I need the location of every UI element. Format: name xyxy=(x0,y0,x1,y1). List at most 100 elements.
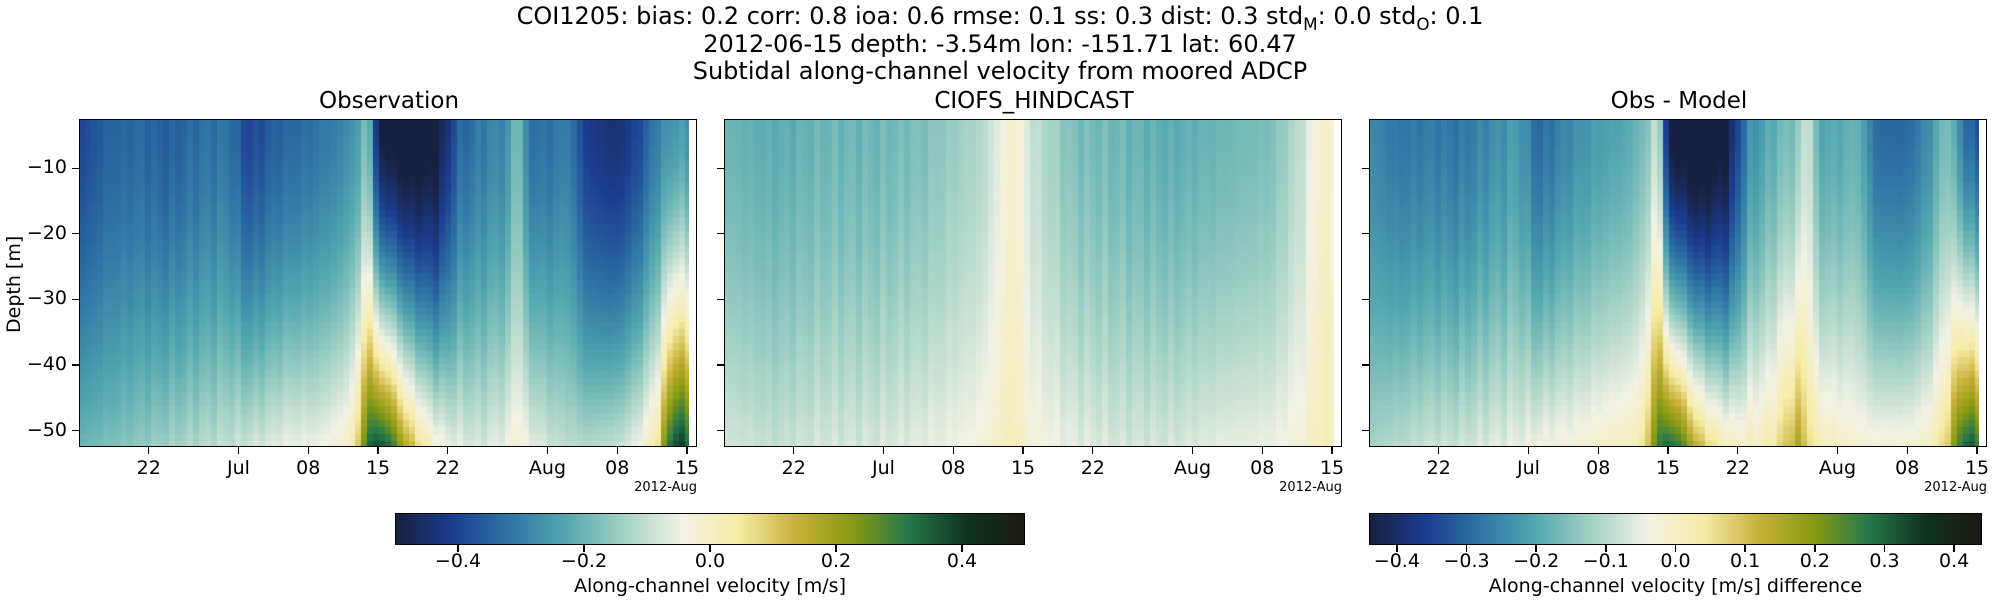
y-tick-mark xyxy=(72,298,79,301)
colorbar-tick-label: −0.2 xyxy=(1513,550,1560,572)
y-tick-label: −50 xyxy=(26,418,67,441)
x-tick-mark xyxy=(1906,447,1908,454)
x-tick-mark xyxy=(1022,447,1024,454)
x-tick-label: 22 xyxy=(1725,457,1750,479)
colorbar-tick-label: 0.1 xyxy=(1730,550,1761,572)
colorbar-tick-mark xyxy=(1883,545,1886,552)
x-tick-mark xyxy=(1438,447,1440,454)
x-tick-label: Aug xyxy=(528,457,567,479)
colorbar-velocity xyxy=(395,513,1025,545)
colorbar-tick-mark xyxy=(1953,545,1955,552)
figure-subtitle: Subtidal along-channel velocity from moo… xyxy=(692,57,1308,85)
colorbar-tick-mark xyxy=(1605,545,1607,552)
y-tick-mark xyxy=(72,429,79,432)
x-tick-mark xyxy=(1836,447,1839,454)
x-tick-label: 22 xyxy=(781,457,806,479)
panel-title-observation: Observation xyxy=(318,88,460,114)
colorbar-tick-label: 0.2 xyxy=(820,550,852,572)
colorbar-tick-mark xyxy=(709,545,711,552)
main-title: COI1205: bias: 0.2 corr: 0.8 ioa: 0.6 rm… xyxy=(0,2,2000,38)
x-tick-mark xyxy=(1331,447,1333,454)
x-tick-label: Jul xyxy=(872,457,895,479)
colorbar-tick-label: −0.3 xyxy=(1443,550,1490,572)
colorbar-tick-mark xyxy=(583,545,585,552)
x-tick-label: 22 xyxy=(136,457,161,479)
x-tick-label: 08 xyxy=(1586,457,1611,479)
x-offset-label: 2012-Aug xyxy=(1279,480,1342,495)
y-tick-mark xyxy=(72,364,79,366)
colorbar-tick-mark xyxy=(961,545,963,552)
colorbar-tick-label: −0.1 xyxy=(1582,550,1629,572)
colorbar-difference-label: Along-channel velocity [m/s] difference xyxy=(1488,575,1863,597)
x-tick-mark xyxy=(793,447,795,454)
x-tick-mark xyxy=(952,447,954,454)
colorbar-tick-mark xyxy=(457,545,459,552)
colorbar-tick-label: 0.0 xyxy=(694,550,726,572)
x-tick-mark xyxy=(237,447,240,454)
colorbar-tick-label: 0.4 xyxy=(946,550,978,572)
panel-title-difference: Obs - Model xyxy=(1610,88,1748,114)
x-tick-label: 15 xyxy=(1010,457,1036,479)
y-axis-label: Depth [m] xyxy=(3,235,25,333)
colorbar-tick-label: −0.4 xyxy=(1373,550,1420,572)
y-tick-mark xyxy=(717,167,724,169)
metrics-sub-m: M xyxy=(1303,13,1318,34)
colorbar-difference xyxy=(1369,513,1982,545)
x-tick-label: Aug xyxy=(1818,457,1857,479)
colorbar-tick-label: −0.4 xyxy=(434,550,482,572)
colorbar-velocity-label: Along-channel velocity [m/s] xyxy=(573,575,846,597)
colorbar-tick-label: −0.2 xyxy=(560,550,608,572)
colorbar-tick-mark xyxy=(1396,545,1398,552)
metrics-sub-o: O xyxy=(1416,13,1430,34)
heatmap-model xyxy=(724,119,1334,447)
y-tick-mark xyxy=(1362,233,1369,235)
x-tick-label: Jul xyxy=(1517,457,1540,479)
x-tick-mark xyxy=(1667,447,1669,454)
colorbar-tick-label: 0.3 xyxy=(1869,550,1900,572)
x-tick-label: 08 xyxy=(941,457,966,479)
x-tick-mark xyxy=(1261,447,1263,454)
x-tick-label: Jul xyxy=(227,457,250,479)
colorbar-tick-label: 0.2 xyxy=(1799,550,1830,572)
x-tick-label: 15 xyxy=(674,457,700,479)
colorbar-tick-label: 0.0 xyxy=(1660,550,1691,572)
y-tick-mark xyxy=(717,298,724,301)
x-tick-mark xyxy=(1597,447,1599,454)
station-subtitle: 2012-06-15 depth: -3.54m lon: -151.71 la… xyxy=(703,30,1297,58)
y-tick-mark xyxy=(1362,167,1369,169)
x-tick-mark xyxy=(447,447,449,454)
heatmap-difference xyxy=(1369,119,1979,447)
colorbar-tick-mark xyxy=(835,545,837,552)
x-tick-label: 22 xyxy=(1080,457,1105,479)
x-tick-mark xyxy=(1976,447,1978,454)
x-tick-label: Aug xyxy=(1173,457,1212,479)
x-tick-mark xyxy=(377,447,379,454)
x-tick-label: 08 xyxy=(1250,457,1275,479)
x-tick-mark xyxy=(882,447,885,454)
x-offset-label: 2012-Aug xyxy=(1924,480,1987,495)
x-tick-mark xyxy=(616,447,618,454)
x-tick-label: 08 xyxy=(296,457,321,479)
x-tick-mark xyxy=(1527,447,1530,454)
x-tick-mark xyxy=(148,447,150,454)
metrics-text-b: : 0.0 std xyxy=(1317,2,1417,30)
x-tick-label: 08 xyxy=(1895,457,1920,479)
x-tick-mark xyxy=(1092,447,1094,454)
y-tick-mark xyxy=(717,364,724,366)
y-tick-label: −20 xyxy=(26,221,67,244)
y-tick-mark xyxy=(717,233,724,235)
y-tick-mark xyxy=(717,429,724,432)
y-tick-mark xyxy=(1362,364,1369,366)
x-tick-label: 15 xyxy=(365,457,391,479)
y-tick-mark xyxy=(72,167,79,169)
x-tick-mark xyxy=(546,447,549,454)
x-tick-mark xyxy=(1191,447,1194,454)
x-tick-label: 15 xyxy=(1655,457,1681,479)
y-tick-label: −30 xyxy=(26,287,67,310)
x-tick-mark xyxy=(307,447,309,454)
colorbar-tick-label: 0.4 xyxy=(1939,550,1970,572)
metrics-text-c: : 0.1 xyxy=(1429,2,1484,30)
y-tick-label: −10 xyxy=(26,156,67,179)
y-tick-mark xyxy=(1362,298,1369,301)
x-tick-label: 22 xyxy=(1426,457,1451,479)
